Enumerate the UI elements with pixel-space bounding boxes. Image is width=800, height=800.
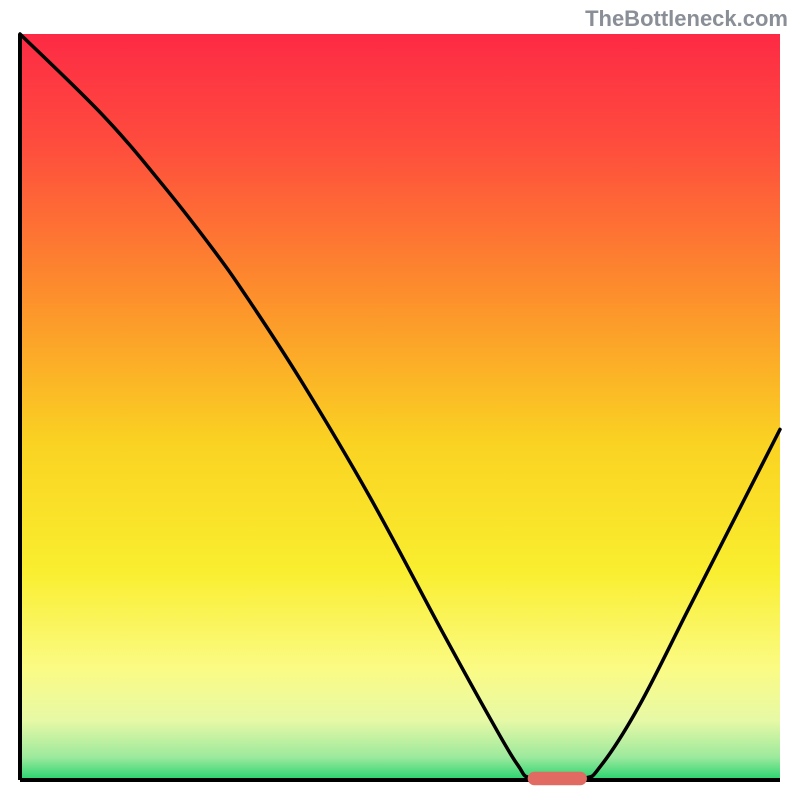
bottleneck-chart: TheBottleneck.com [0,0,800,800]
chart-svg [0,0,800,800]
watermark-text: TheBottleneck.com [585,6,788,32]
